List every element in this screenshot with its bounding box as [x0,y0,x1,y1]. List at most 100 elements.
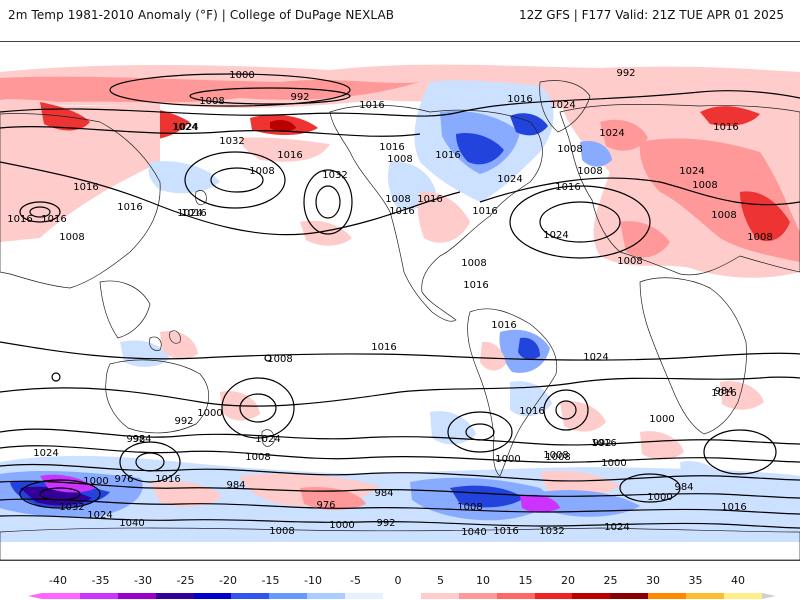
isobar-label: 1008 [245,452,270,463]
header: 2m Temp 1981-2010 Anomaly (°F) | College… [0,0,800,40]
colorbar-tick-label: 40 [731,574,745,587]
isobar-label: 1024 [583,352,608,363]
isobar-label: 1040 [119,518,144,529]
isobar-label: 1008 [59,232,84,243]
colorbar-swatch [79,593,118,599]
isobar-label: 992 [290,92,309,103]
isobar-label: 1016 [555,182,580,193]
colorbar-legend: -40 -35 -30 -25 -20 -15 -10 -5 0 5 10 15 20 25 30 35 40 [0,562,800,600]
isobar-label: 1008 [617,256,642,267]
colorbar-swatch [345,593,384,599]
colorbar-swatch [307,593,346,599]
colorbar-tick-label: -30 [134,574,152,587]
isobar-label: 1032 [219,136,244,147]
isobar-label: 1024 [550,100,575,111]
colorbar-tick-label: -25 [176,574,195,587]
colorbar-swatch [193,593,232,599]
isobar-label: 1016 [389,206,414,217]
isobar-label: 1008 [543,450,568,461]
colorbar-swatch [572,593,611,599]
model-run-info: 12Z GFS | F177 Valid: 21Z TUE APR 01 202… [518,8,784,22]
isobar-label: 1016 [493,526,518,537]
isobar-label: 1016 [379,142,404,153]
isobar-label: 1024 [172,122,197,133]
colorbar-tick-label: 15 [518,574,533,587]
colorbar-swatch [155,593,194,599]
isobar-label: 1000 [601,458,626,469]
isobar-label: 1024 [604,522,629,533]
isobars-layer [0,73,800,529]
isobar-label: 984 [674,482,693,493]
isobar-label: 1008 [387,154,412,165]
colorbar-swatch [269,593,308,599]
isobar-label: 1016 [435,150,460,161]
isobar-label: 1016 [41,214,66,225]
colorbar-min-arrow [28,593,42,599]
colorbar-swatch [686,593,725,599]
isobar-label: 992 [616,68,635,79]
isobar-label: 1000 [647,492,672,503]
isobar-label: 1008 [461,258,486,269]
isobar-label: 1008 [711,210,736,221]
isobar-label: 1008 [457,502,482,513]
colorbar-strip [42,593,762,599]
colorbar-swatch [496,593,535,599]
isobar-label: 984 [714,386,733,397]
isobar-label: 1024 [497,174,522,185]
isobar-label: 1016 [591,438,616,449]
colorbar-swatch [458,593,497,599]
colorbar-swatch [534,593,573,599]
colorbar-tick-label: 20 [561,574,575,587]
isobar-label: 1008 [692,180,717,191]
colorbar-tick-label: 10 [476,574,490,587]
colorbar-swatch [648,593,687,599]
isobar-label: 1016 [463,280,488,291]
isobar-label: 992 [376,518,395,529]
colorbar-tick-label: -40 [49,574,67,587]
isobar-label: 1024 [173,122,198,133]
isobar-label: 1008 [267,354,292,365]
map-panel: 1000 992 1008 1016 1024 1032 1016 1008 1024 1016 1… [0,41,800,561]
isobar-label: 1016 [155,474,180,485]
colorbar-max-arrow [762,593,776,599]
isobar-label: 984 [374,488,393,499]
isobar-label: 976 [114,474,133,485]
isobar-label: 1024 [599,128,624,139]
map-title: 2m Temp 1981-2010 Anomaly (°F) | College… [8,8,395,22]
isobar-label: 1008 [199,96,224,107]
isobar-label: 1016 [713,122,738,133]
isobar-label: 1016 [73,182,98,193]
isobar-label: 1016 [417,194,442,205]
isobar-label: 1016 [507,94,532,105]
isobar-label: 1008 [249,166,274,177]
colorbar-swatch [420,593,459,599]
isobar-label: 1016 [472,206,497,217]
isobar-label: 1024 [87,510,112,521]
colorbar-tick-label: 30 [646,574,660,587]
isobar-label: 1016 [277,150,302,161]
isobar-label: 1000 [495,454,520,465]
isobar-label: 1008 [269,526,294,537]
colorbar-tick-label: 0 [394,574,402,587]
isobar-label: 1000 [83,476,108,487]
isobar-label: 992 [126,434,145,445]
isobar-label: 1000 [649,414,674,425]
isobar-label: 1008 [545,452,570,463]
coastlines-layer [0,80,800,560]
isobar-label: 1008 [557,144,582,155]
colorbar-tick-label: -20 [219,574,237,587]
colorbar-tick-label: -35 [91,574,110,587]
isobar-label: 1016 [359,100,384,111]
isobar-label: 1024 [177,208,202,219]
isobar-label: 1016 [519,406,544,417]
isobar-label: 1040 [461,527,486,538]
colorbar-swatch [610,593,649,599]
isobar-label: 1016 [491,320,516,331]
colorbar-swatch [383,593,421,599]
colorbar-swatch [231,593,270,599]
isobar-label: 1016 [181,208,206,219]
colorbar-swatch [42,593,80,599]
isobar-label: 1008 [385,194,410,205]
isobar-label: 976 [316,500,335,511]
